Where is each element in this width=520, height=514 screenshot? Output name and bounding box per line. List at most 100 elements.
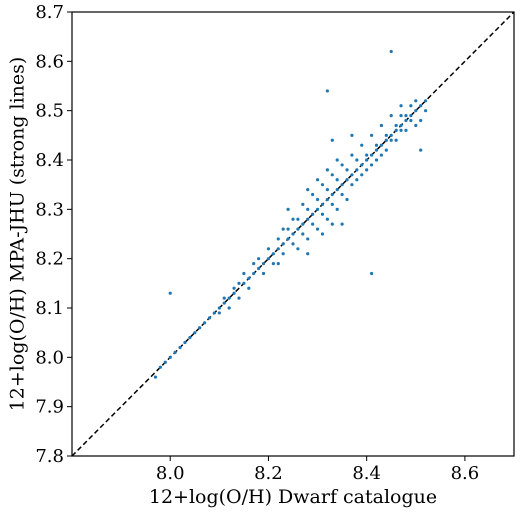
data-point: [369, 133, 374, 137]
data-point: [399, 104, 403, 108]
data-point: [276, 247, 280, 251]
data-point: [320, 232, 325, 236]
data-point: [360, 173, 364, 177]
data-point: [291, 232, 295, 236]
data-point: [330, 138, 334, 142]
data-point: [222, 301, 226, 305]
data-point: [365, 158, 369, 162]
data-point: [419, 148, 423, 152]
data-point: [350, 173, 354, 177]
data-point: [311, 192, 315, 197]
data-point: [345, 178, 349, 182]
data-point: [281, 252, 285, 256]
data-point: [360, 143, 364, 147]
data-point: [419, 118, 423, 123]
y-tick-label: 8.2: [35, 249, 64, 270]
data-point: [369, 271, 374, 276]
data-point: [340, 222, 344, 226]
data-point: [306, 217, 310, 221]
data-point: [335, 178, 339, 182]
y-tick-label: 8.3: [35, 199, 64, 220]
data-point: [276, 262, 280, 266]
data-point: [301, 202, 305, 206]
data-point: [409, 114, 413, 118]
data-point: [242, 281, 246, 285]
data-point: [232, 286, 236, 290]
data-point: [389, 114, 393, 118]
data-point: [325, 89, 329, 93]
data-point: [399, 114, 403, 118]
data-point: [252, 262, 256, 266]
data-point: [369, 153, 374, 157]
data-point: [335, 188, 339, 192]
data-point: [330, 173, 334, 177]
data-point: [296, 217, 300, 221]
data-point: [193, 331, 197, 335]
data-point: [355, 168, 359, 172]
data-point: [315, 178, 320, 182]
data-point: [404, 114, 408, 118]
data-point: [247, 286, 251, 290]
data-point: [173, 350, 177, 354]
data-point: [227, 306, 231, 310]
data-point: [168, 291, 172, 295]
data-point: [281, 227, 285, 231]
data-point: [409, 104, 413, 108]
data-point: [286, 207, 290, 211]
data-point: [399, 123, 403, 128]
data-point: [315, 207, 320, 211]
data-point: [389, 133, 393, 137]
y-tick-label: 8.6: [35, 51, 64, 72]
data-point: [330, 192, 334, 197]
data-point: [261, 271, 266, 276]
y-tick-label: 8.4: [35, 150, 64, 171]
data-point: [296, 247, 300, 251]
data-point: [311, 212, 315, 216]
y-tick-label: 8.1: [35, 298, 64, 319]
data-point: [414, 109, 418, 113]
data-point: [237, 296, 241, 300]
data-point: [301, 222, 305, 226]
data-point: [320, 183, 325, 187]
y-tick-label: 8.0: [35, 347, 64, 368]
data-point: [404, 128, 408, 132]
data-point: [315, 197, 320, 202]
data-point: [374, 148, 379, 152]
data-point: [222, 296, 226, 300]
data-point: [374, 158, 379, 162]
data-point: [340, 192, 344, 197]
y-tick-label: 7.8: [35, 446, 64, 467]
data-point: [257, 257, 261, 261]
data-point: [389, 138, 393, 142]
x-tick-label: 8.4: [352, 463, 381, 484]
x-axis-title: 12+log(O/H) Dwarf catalogue: [149, 486, 437, 508]
data-point: [365, 168, 369, 172]
data-point: [394, 123, 398, 128]
data-point: [301, 232, 305, 236]
data-point: [424, 109, 428, 113]
data-point: [217, 311, 221, 315]
data-point: [257, 266, 261, 271]
data-point: [271, 252, 275, 256]
y-tick-label: 8.7: [35, 2, 64, 23]
data-point: [325, 197, 329, 202]
data-point: [306, 237, 310, 241]
data-point: [183, 340, 187, 345]
data-point: [252, 271, 256, 276]
data-point: [379, 123, 383, 128]
data-point: [311, 222, 315, 226]
data-point: [212, 311, 217, 315]
data-point: [153, 375, 158, 379]
data-point: [399, 128, 403, 132]
data-point: [330, 202, 334, 206]
data-point: [325, 217, 329, 221]
x-tick-label: 8.0: [156, 463, 185, 484]
data-point: [419, 104, 423, 108]
data-point: [237, 281, 241, 285]
data-point: [394, 128, 398, 132]
y-axis-title: 12+log(O/H) MPA-JHU (strong lines): [7, 57, 29, 412]
data-point: [306, 207, 310, 211]
data-point: [281, 242, 285, 246]
data-point: [271, 262, 275, 266]
